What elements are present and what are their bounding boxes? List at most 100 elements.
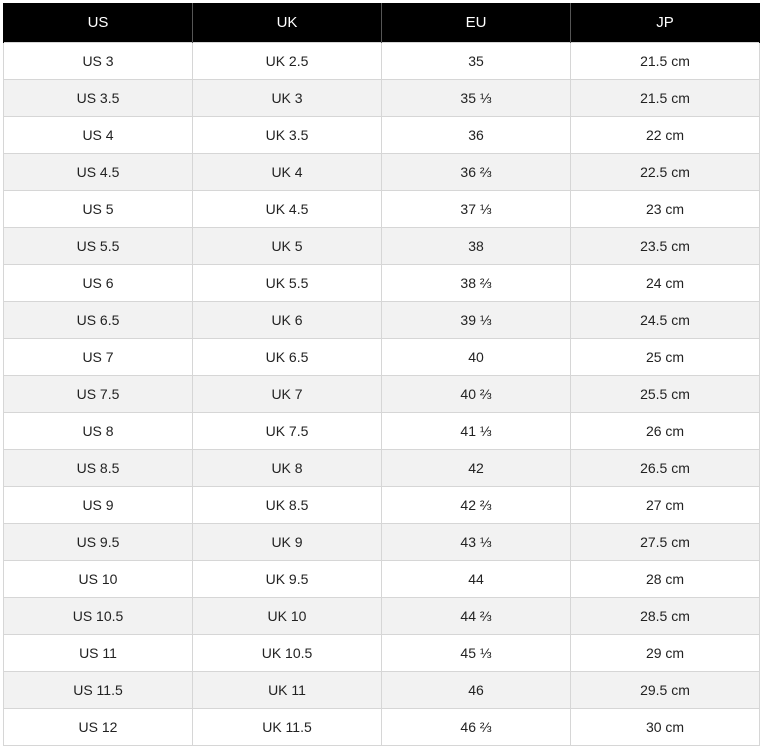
uk-size-cell: UK 6.5 (192, 338, 382, 376)
table-body: US 3 UK 2.5 35 21.5 cm US 3.5 UK 3 35 ⅓ 21.5 cm… (3, 42, 760, 746)
uk-size-cell: UK 3 (192, 79, 382, 117)
uk-size-cell: UK 4 (192, 153, 382, 191)
jp-size-cell: 29.5 cm (570, 671, 760, 709)
table-header: US UK EU JP (3, 3, 760, 43)
table-row: US 9.5 UK 9 43 ⅓ 27.5 cm (3, 523, 760, 561)
jp-size-cell: 24 cm (570, 264, 760, 302)
jp-size-cell: 28.5 cm (570, 597, 760, 635)
uk-size-cell: UK 7 (192, 375, 382, 413)
jp-size-cell: 26.5 cm (570, 449, 760, 487)
uk-size-cell: UK 11 (192, 671, 382, 709)
jp-size-cell: 26 cm (570, 412, 760, 450)
uk-size-cell: UK 4.5 (192, 190, 382, 228)
us-size-cell: US 4.5 (3, 153, 193, 191)
uk-size-cell: UK 11.5 (192, 708, 382, 746)
us-size-cell: US 4 (3, 116, 193, 154)
uk-size-cell: UK 5.5 (192, 264, 382, 302)
us-size-cell: US 9 (3, 486, 193, 524)
jp-size-cell: 24.5 cm (570, 301, 760, 339)
size-conversion-table: US UK EU JP US 3 UK 2.5 35 21.5 cm US 3.5 UK … (3, 3, 760, 746)
uk-size-cell: UK 7.5 (192, 412, 382, 450)
eu-size-cell: 46 (381, 671, 571, 709)
eu-size-cell: 44 ⅔ (381, 597, 571, 635)
eu-size-cell: 45 ⅓ (381, 634, 571, 672)
uk-size-cell: UK 8.5 (192, 486, 382, 524)
us-size-cell: US 7 (3, 338, 193, 376)
jp-size-cell: 23 cm (570, 190, 760, 228)
eu-size-cell: 46 ⅔ (381, 708, 571, 746)
uk-size-cell: UK 8 (192, 449, 382, 487)
column-header-jp: JP (570, 3, 760, 43)
table-row: US 4 UK 3.5 36 22 cm (3, 116, 760, 154)
eu-size-cell: 44 (381, 560, 571, 598)
table-row: US 8 UK 7.5 41 ⅓ 26 cm (3, 412, 760, 450)
jp-size-cell: 27.5 cm (570, 523, 760, 561)
table-row: US 3.5 UK 3 35 ⅓ 21.5 cm (3, 79, 760, 117)
us-size-cell: US 8.5 (3, 449, 193, 487)
eu-size-cell: 39 ⅓ (381, 301, 571, 339)
uk-size-cell: UK 6 (192, 301, 382, 339)
us-size-cell: US 7.5 (3, 375, 193, 413)
us-size-cell: US 8 (3, 412, 193, 450)
table-row: US 7 UK 6.5 40 25 cm (3, 338, 760, 376)
us-size-cell: US 11.5 (3, 671, 193, 709)
jp-size-cell: 27 cm (570, 486, 760, 524)
table-row: US 6.5 UK 6 39 ⅓ 24.5 cm (3, 301, 760, 339)
column-header-us: US (3, 3, 193, 43)
jp-size-cell: 28 cm (570, 560, 760, 598)
table-row: US 12 UK 11.5 46 ⅔ 30 cm (3, 708, 760, 746)
jp-size-cell: 25 cm (570, 338, 760, 376)
table-row: US 11 UK 10.5 45 ⅓ 29 cm (3, 634, 760, 672)
jp-size-cell: 29 cm (570, 634, 760, 672)
eu-size-cell: 36 ⅔ (381, 153, 571, 191)
table-row: US 9 UK 8.5 42 ⅔ 27 cm (3, 486, 760, 524)
eu-size-cell: 42 (381, 449, 571, 487)
eu-size-cell: 35 (381, 42, 571, 80)
table-row: US 4.5 UK 4 36 ⅔ 22.5 cm (3, 153, 760, 191)
header-row: US UK EU JP (3, 3, 760, 43)
eu-size-cell: 38 (381, 227, 571, 265)
eu-size-cell: 35 ⅓ (381, 79, 571, 117)
eu-size-cell: 36 (381, 116, 571, 154)
eu-size-cell: 43 ⅓ (381, 523, 571, 561)
jp-size-cell: 30 cm (570, 708, 760, 746)
us-size-cell: US 9.5 (3, 523, 193, 561)
us-size-cell: US 3 (3, 42, 193, 80)
jp-size-cell: 21.5 cm (570, 79, 760, 117)
us-size-cell: US 5.5 (3, 227, 193, 265)
us-size-cell: US 5 (3, 190, 193, 228)
uk-size-cell: UK 2.5 (192, 42, 382, 80)
uk-size-cell: UK 9 (192, 523, 382, 561)
uk-size-cell: UK 5 (192, 227, 382, 265)
us-size-cell: US 6 (3, 264, 193, 302)
uk-size-cell: UK 10.5 (192, 634, 382, 672)
jp-size-cell: 21.5 cm (570, 42, 760, 80)
eu-size-cell: 42 ⅔ (381, 486, 571, 524)
eu-size-cell: 38 ⅔ (381, 264, 571, 302)
uk-size-cell: UK 9.5 (192, 560, 382, 598)
column-header-uk: UK (192, 3, 382, 43)
eu-size-cell: 41 ⅓ (381, 412, 571, 450)
table-row: US 10.5 UK 10 44 ⅔ 28.5 cm (3, 597, 760, 635)
us-size-cell: US 10 (3, 560, 193, 598)
table-row: US 5 UK 4.5 37 ⅓ 23 cm (3, 190, 760, 228)
table-row: US 11.5 UK 11 46 29.5 cm (3, 671, 760, 709)
us-size-cell: US 6.5 (3, 301, 193, 339)
eu-size-cell: 40 ⅔ (381, 375, 571, 413)
jp-size-cell: 25.5 cm (570, 375, 760, 413)
uk-size-cell: UK 10 (192, 597, 382, 635)
table-row: US 5.5 UK 5 38 23.5 cm (3, 227, 760, 265)
eu-size-cell: 37 ⅓ (381, 190, 571, 228)
uk-size-cell: UK 3.5 (192, 116, 382, 154)
table-row: US 3 UK 2.5 35 21.5 cm (3, 42, 760, 80)
table-row: US 7.5 UK 7 40 ⅔ 25.5 cm (3, 375, 760, 413)
eu-size-cell: 40 (381, 338, 571, 376)
jp-size-cell: 22.5 cm (570, 153, 760, 191)
us-size-cell: US 3.5 (3, 79, 193, 117)
table-row: US 10 UK 9.5 44 28 cm (3, 560, 760, 598)
us-size-cell: US 11 (3, 634, 193, 672)
us-size-cell: US 10.5 (3, 597, 193, 635)
table-row: US 8.5 UK 8 42 26.5 cm (3, 449, 760, 487)
table-row: US 6 UK 5.5 38 ⅔ 24 cm (3, 264, 760, 302)
us-size-cell: US 12 (3, 708, 193, 746)
